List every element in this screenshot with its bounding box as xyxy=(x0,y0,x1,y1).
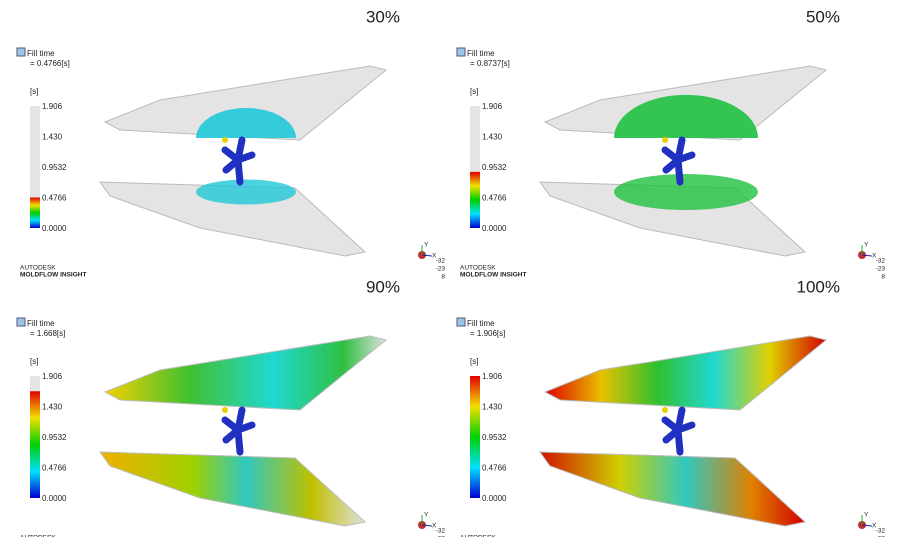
colorbar-fill xyxy=(470,376,480,498)
scale-label: 1.906 xyxy=(42,372,63,381)
upper-part xyxy=(103,335,388,411)
gate xyxy=(222,407,228,413)
coordinate: 8 xyxy=(881,274,885,281)
coordinate: 8 xyxy=(441,274,445,281)
coordinate: -32 xyxy=(876,528,886,535)
coordinate: -23 xyxy=(436,266,446,273)
icon xyxy=(456,47,466,57)
colorbar-fill xyxy=(30,197,40,228)
axis-label: X xyxy=(872,523,877,530)
unit: [s] xyxy=(470,357,478,366)
scale-label: 0.9532 xyxy=(42,163,67,172)
time-value: = 0.8737[s] xyxy=(470,59,510,68)
colorbar-fill xyxy=(30,391,40,498)
scale-label: 1.906 xyxy=(482,372,503,381)
result-title: Fill time xyxy=(27,319,55,328)
scale-label: 1.430 xyxy=(482,403,503,412)
axis-label: X xyxy=(432,253,437,260)
time-value: = 1.668[s] xyxy=(30,329,65,338)
scale-label: 0.9532 xyxy=(482,433,507,442)
runner xyxy=(661,406,696,456)
upper-part xyxy=(543,335,828,411)
brand: AUTODESK xyxy=(460,535,496,537)
product: MOLDFLOW INSIGHT xyxy=(20,272,86,279)
lower-part xyxy=(99,181,367,257)
scale-label: 0.4766 xyxy=(42,194,67,203)
time-value: = 1.906[s] xyxy=(470,329,505,338)
percent-label: 50% xyxy=(806,7,840,26)
scale-label: 0.0000 xyxy=(42,224,67,233)
percent-label: 100% xyxy=(797,277,840,296)
icon xyxy=(16,47,26,57)
result-title: Fill time xyxy=(467,49,495,58)
coordinate: -32 xyxy=(436,528,446,535)
melt-front xyxy=(614,94,758,138)
time-value: = 0.4766[s] xyxy=(30,59,70,68)
colorbar-empty xyxy=(30,106,40,228)
axis-label: Y xyxy=(424,242,429,249)
lower-part xyxy=(539,451,807,527)
scale-label: 0.4766 xyxy=(42,464,67,473)
runner xyxy=(221,136,256,186)
result-title: Fill time xyxy=(467,319,495,328)
axis-label: Y xyxy=(864,512,869,519)
panel: 50% Fill time= 0.8737[s] [s] 1.906 1.430 0.95… xyxy=(456,7,886,281)
colorbar-fill xyxy=(470,171,480,228)
unit: [s] xyxy=(30,357,38,366)
axis-label: X xyxy=(432,523,437,530)
triad-axis xyxy=(861,254,873,257)
coordinate: -32 xyxy=(436,258,446,265)
panel: 30% Fill time= 0.4766[s] [s] 1.906 1.430 0.95… xyxy=(16,7,446,281)
runner xyxy=(221,406,256,456)
colorbar-empty xyxy=(470,106,480,228)
triad-axis xyxy=(421,524,433,527)
axis-label: Y xyxy=(864,242,869,249)
runner xyxy=(661,136,696,186)
melt-front-lower xyxy=(614,174,758,210)
unit: [s] xyxy=(30,87,38,96)
brand: AUTODESK xyxy=(460,265,496,272)
coordinate: -32 xyxy=(876,258,886,265)
scale-label: 1.430 xyxy=(42,403,63,412)
percent-label: 30% xyxy=(366,7,400,26)
scale-label: 0.0000 xyxy=(482,224,507,233)
scale-label: 0.9532 xyxy=(42,433,67,442)
scale-label: 1.906 xyxy=(482,102,503,111)
scale-label: 0.4766 xyxy=(482,464,507,473)
panel: 100% Fill time= 1.906[s] [s] 1.906 1.430 0.95… xyxy=(456,277,886,537)
scale-label: 1.430 xyxy=(42,133,63,142)
unit: [s] xyxy=(470,87,478,96)
axis-label: X xyxy=(872,253,877,260)
coordinate: -23 xyxy=(876,266,886,273)
result-title: Fill time xyxy=(27,49,55,58)
triad-axis xyxy=(861,524,873,527)
scale-label: 0.9532 xyxy=(482,163,507,172)
icon xyxy=(16,317,26,327)
melt-front-lower xyxy=(196,179,296,205)
product: MOLDFLOW INSIGHT xyxy=(460,272,526,279)
brand: AUTODESK xyxy=(20,265,56,272)
percent-label: 90% xyxy=(366,277,400,296)
triad-axis xyxy=(421,254,433,257)
scale-label: 0.0000 xyxy=(42,494,67,503)
scale-label: 0.0000 xyxy=(482,494,507,503)
panel: 90% Fill time= 1.668[s] [s] 1.906 1.430 0.953… xyxy=(16,277,446,537)
icon xyxy=(456,317,466,327)
scale-label: 1.430 xyxy=(482,133,503,142)
scale-label: 0.4766 xyxy=(482,194,507,203)
melt-front xyxy=(196,108,296,138)
coordinate: -23 xyxy=(876,536,886,537)
scale-label: 1.906 xyxy=(42,102,63,111)
gate xyxy=(662,137,668,143)
brand: AUTODESK xyxy=(20,535,56,537)
gate xyxy=(222,137,228,143)
upper-part xyxy=(103,65,388,141)
axis-label: Y xyxy=(424,512,429,519)
gate xyxy=(662,407,668,413)
lower-part xyxy=(99,451,367,527)
coordinate: -23 xyxy=(436,536,446,537)
